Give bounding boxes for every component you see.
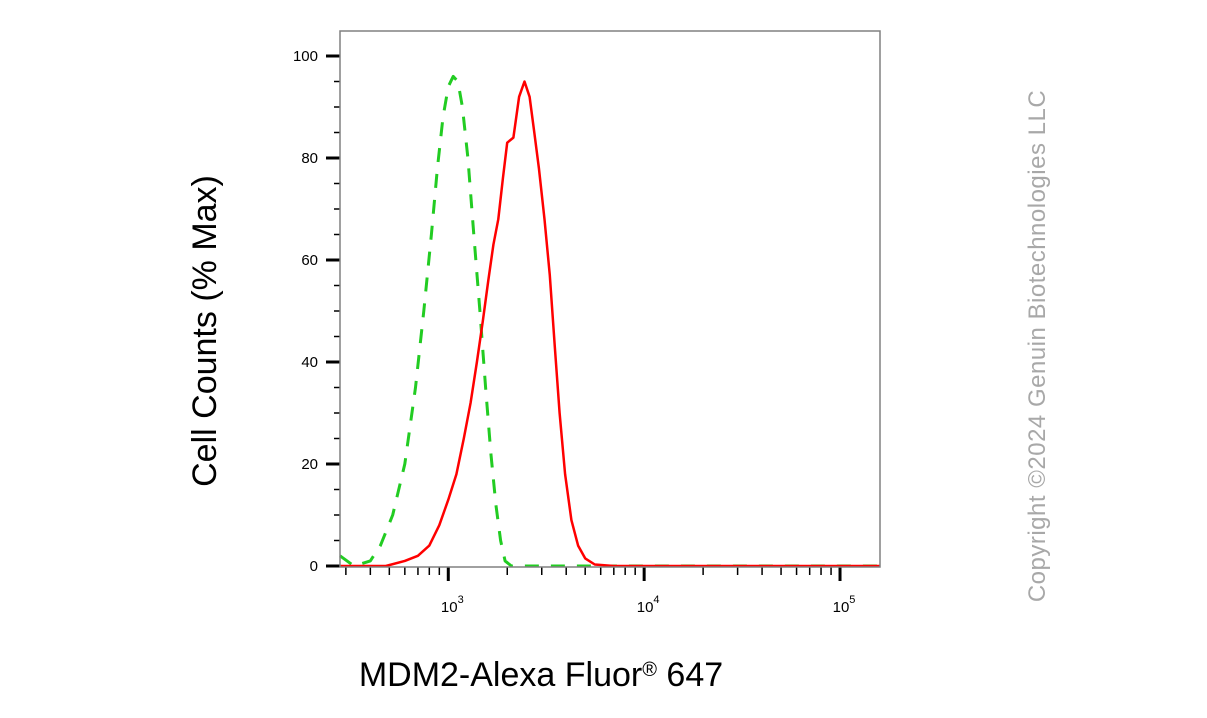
y-tick-label: 20 xyxy=(301,456,318,473)
y-tick-label: 0 xyxy=(310,558,318,575)
copyright-watermark: Copyright ©2024 Genuin Biotechnologies L… xyxy=(1024,90,1051,602)
x-tick-exponent: 5 xyxy=(849,594,855,606)
series-line-1 xyxy=(339,74,880,568)
x-tick-label: 103 xyxy=(441,594,464,616)
x-tick-exponent: 4 xyxy=(653,594,659,606)
x-tick-label: 104 xyxy=(637,594,660,616)
x-tick-base: 10 xyxy=(637,599,654,616)
y-tick-label: 80 xyxy=(301,150,318,167)
x-axis-label-suffix: 647 xyxy=(657,656,723,694)
y-axis: 0 20 40 60 80 100 xyxy=(293,48,340,575)
series-layer xyxy=(339,74,880,568)
y-axis-label: Cell Counts (% Max) xyxy=(186,175,224,487)
series-line-2 xyxy=(340,80,880,568)
x-axis-label-mark: ® xyxy=(642,659,657,681)
x-tick-base: 10 xyxy=(833,599,850,616)
x-tick-base: 10 xyxy=(441,599,458,616)
x-axis-label-main: MDM2-Alexa Fluor xyxy=(359,656,642,694)
x-axis: 103 104 105 xyxy=(345,567,856,616)
plot-frame xyxy=(339,30,881,568)
y-tick-label: 60 xyxy=(301,252,318,269)
y-tick-label: 100 xyxy=(293,48,318,65)
x-tick-exponent: 3 xyxy=(458,594,464,606)
x-tick-label: 105 xyxy=(833,594,856,616)
y-tick-label: 40 xyxy=(301,354,318,371)
x-axis-label: MDM2-Alexa Fluor® 647 xyxy=(359,656,723,694)
